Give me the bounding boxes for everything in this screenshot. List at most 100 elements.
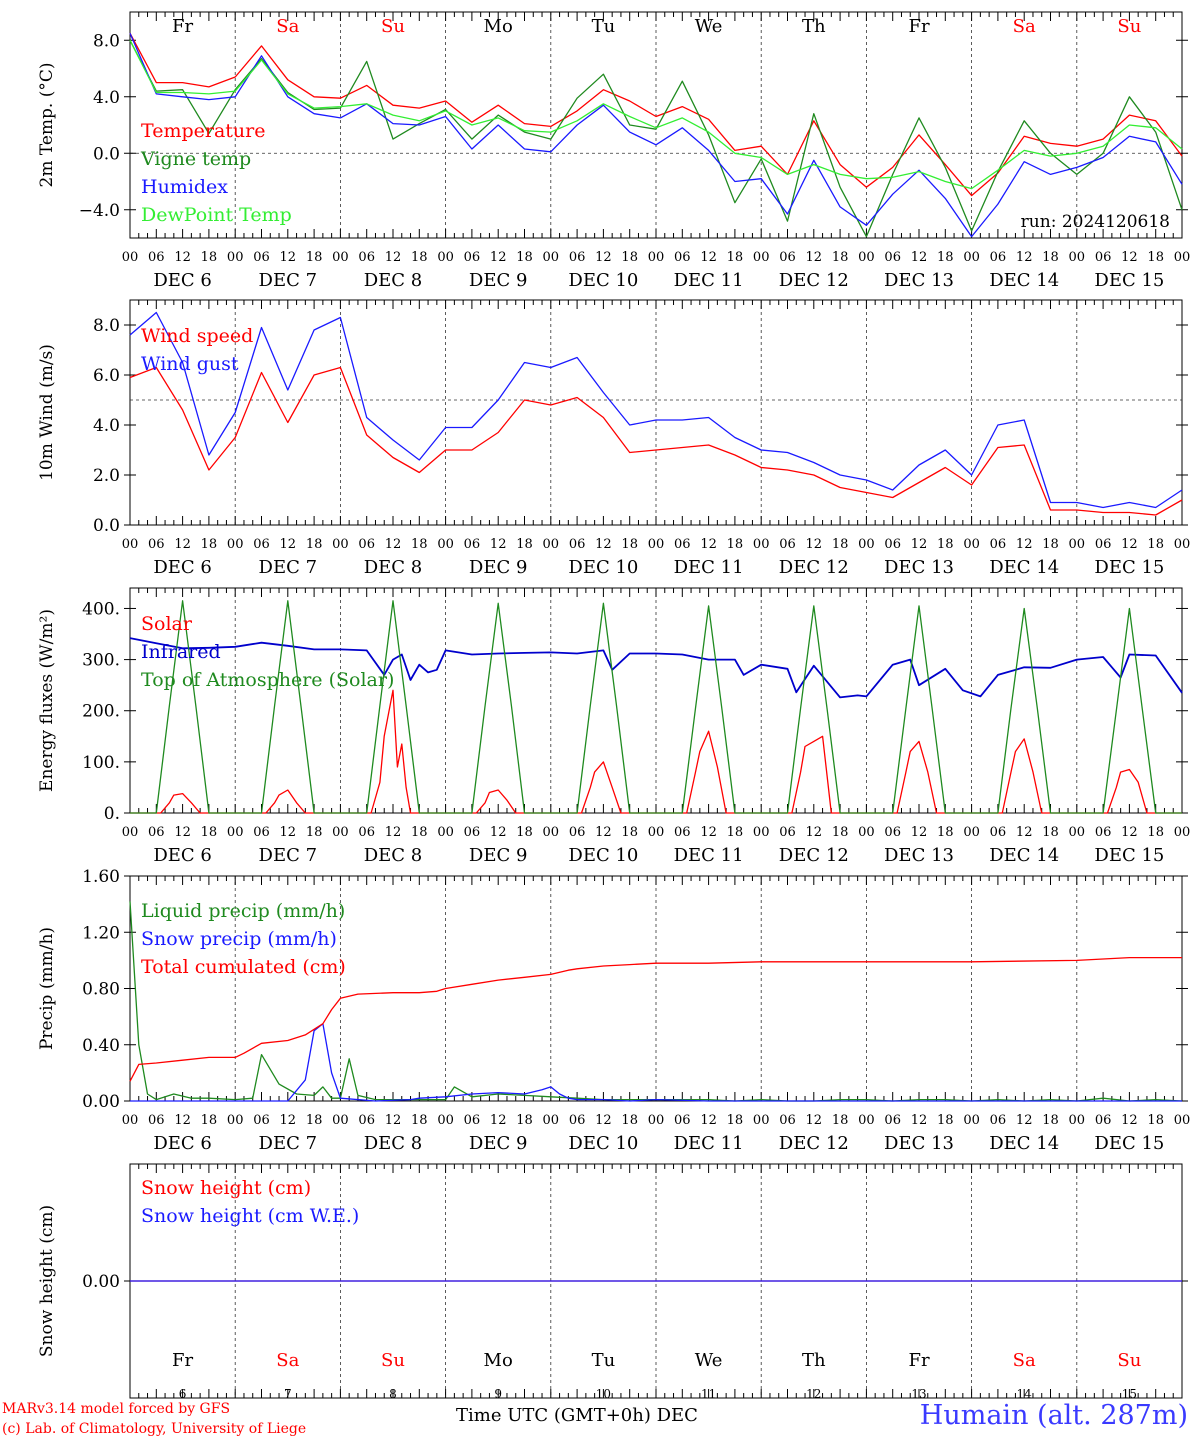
day-name-bottom: Fr (172, 1350, 193, 1371)
hour-tick-label: 00 (122, 1113, 139, 1128)
hour-tick-label: 18 (937, 825, 954, 840)
legend-entry: DewPoint Temp (141, 204, 292, 226)
day-number: 9 (494, 1387, 502, 1401)
hour-tick-label: 06 (990, 825, 1007, 840)
y-tick-label: 0.0 (93, 516, 120, 536)
hour-tick-label: 12 (385, 1113, 402, 1128)
y-tick-label: 8.0 (93, 316, 120, 336)
y-tick-label: 0.00 (82, 1092, 120, 1112)
legend-entry: Wind gust (141, 353, 239, 375)
hour-tick-label: 18 (832, 1113, 849, 1128)
hour-tick-label: 06 (464, 1113, 481, 1128)
date-label: DEC 14 (989, 557, 1059, 578)
day-name-top: Th (802, 16, 826, 37)
day-number: 11 (701, 1387, 716, 1401)
hour-tick-label: 18 (1147, 537, 1164, 552)
hour-tick-label: 06 (990, 537, 1007, 552)
hour-tick-label: 18 (411, 250, 428, 265)
hour-tick-label: 12 (1121, 1113, 1138, 1128)
hour-tick-label: 00 (543, 537, 560, 552)
y-tick-label: 4.0 (93, 416, 120, 436)
hour-tick-label: 00 (543, 825, 560, 840)
date-label: DEC 7 (259, 1133, 318, 1154)
legend-entry: Solar (141, 613, 193, 635)
date-label: DEC 11 (674, 845, 744, 866)
legend-entry: Top of Atmosphere (Solar) (141, 669, 394, 691)
hour-tick-label: 12 (806, 825, 823, 840)
hour-tick-label: 00 (1174, 825, 1191, 840)
date-label: DEC 8 (364, 1133, 423, 1154)
day-name-bottom: Su (381, 1350, 405, 1371)
plot-frame (129, 299, 1183, 526)
hour-tick-label: 12 (1121, 537, 1138, 552)
hour-tick-label: 12 (595, 537, 612, 552)
time-axis-title: Time UTC (GMT+0h) DEC (456, 1405, 698, 1426)
series-total-cumulated-cm (129, 956, 1182, 1082)
day-number: 8 (389, 1387, 397, 1401)
day-name-top: Fr (172, 16, 193, 37)
series-humidex (129, 32, 1183, 238)
hour-tick-label: 00 (1069, 537, 1086, 552)
hour-tick-label: 18 (201, 537, 218, 552)
hour-tick-label: 12 (700, 1113, 717, 1128)
hour-tick-label: 06 (148, 537, 165, 552)
model-credit: MARv3.14 model forced by GFS (2, 1401, 231, 1417)
hour-tick-label: 12 (1016, 1113, 1033, 1128)
hour-tick-label: 00 (122, 250, 139, 265)
hour-tick-label: 12 (911, 825, 928, 840)
legend-entry: Liquid precip (mm/h) (141, 900, 345, 922)
hour-tick-label: 00 (122, 825, 139, 840)
date-label: DEC 15 (1094, 845, 1164, 866)
date-label: DEC 14 (989, 1133, 1059, 1154)
y-tick-label: 2.0 (93, 466, 120, 486)
hour-tick-label: 00 (963, 250, 980, 265)
date-label: DEC 14 (989, 845, 1059, 866)
hour-tick-label: 12 (385, 250, 402, 265)
series-solar (130, 689, 1182, 814)
hour-tick-label: 12 (595, 1113, 612, 1128)
hour-tick-label: 12 (490, 825, 507, 840)
y-tick-label: 0.0 (93, 144, 120, 164)
hour-tick-label: 00 (332, 1113, 349, 1128)
hour-tick-label: 00 (122, 537, 139, 552)
hour-tick-label: 00 (753, 825, 770, 840)
day-number: 15 (1122, 1387, 1137, 1401)
hour-tick-label: 06 (779, 537, 796, 552)
day-number: 6 (179, 1387, 187, 1401)
hour-tick-label: 00 (227, 537, 244, 552)
hour-tick-label: 00 (858, 250, 875, 265)
hour-tick-label: 12 (595, 250, 612, 265)
day-name-top: Su (381, 16, 405, 37)
hour-tick-label: 18 (1042, 825, 1059, 840)
hour-tick-label: 00 (648, 825, 665, 840)
date-label: DEC 9 (469, 845, 528, 866)
day-name-bottom: Mo (484, 1350, 513, 1371)
y-tick-label: 6.0 (93, 366, 120, 386)
hour-tick-label: 12 (174, 250, 191, 265)
hour-tick-label: 12 (700, 250, 717, 265)
date-label: DEC 7 (259, 270, 318, 291)
day-name-top: Sa (1013, 16, 1036, 37)
date-label: DEC 15 (1094, 270, 1164, 291)
plot-frame (129, 587, 1183, 814)
hour-tick-label: 12 (280, 537, 297, 552)
hour-tick-label: 12 (280, 825, 297, 840)
hour-tick-label: 06 (358, 250, 375, 265)
date-label: DEC 8 (364, 270, 423, 291)
date-label: DEC 11 (674, 1133, 744, 1154)
legend-entry: Snow height (cm W.E.) (141, 1205, 359, 1227)
date-label: DEC 13 (884, 845, 954, 866)
day-name-top: Su (1117, 16, 1141, 37)
y-axis-label: 10m Wind (m/s) (37, 344, 57, 481)
date-label: DEC 15 (1094, 1133, 1164, 1154)
hour-tick-label: 18 (1147, 250, 1164, 265)
station-label: Humain (alt. 287m) (919, 1400, 1188, 1431)
date-label: DEC 8 (364, 845, 423, 866)
hour-tick-label: 00 (1069, 1113, 1086, 1128)
hour-tick-label: 00 (963, 825, 980, 840)
hour-tick-label: 06 (253, 825, 270, 840)
date-label: DEC 9 (469, 1133, 528, 1154)
hour-tick-label: 12 (806, 537, 823, 552)
day-name-bottom: We (695, 1350, 723, 1371)
